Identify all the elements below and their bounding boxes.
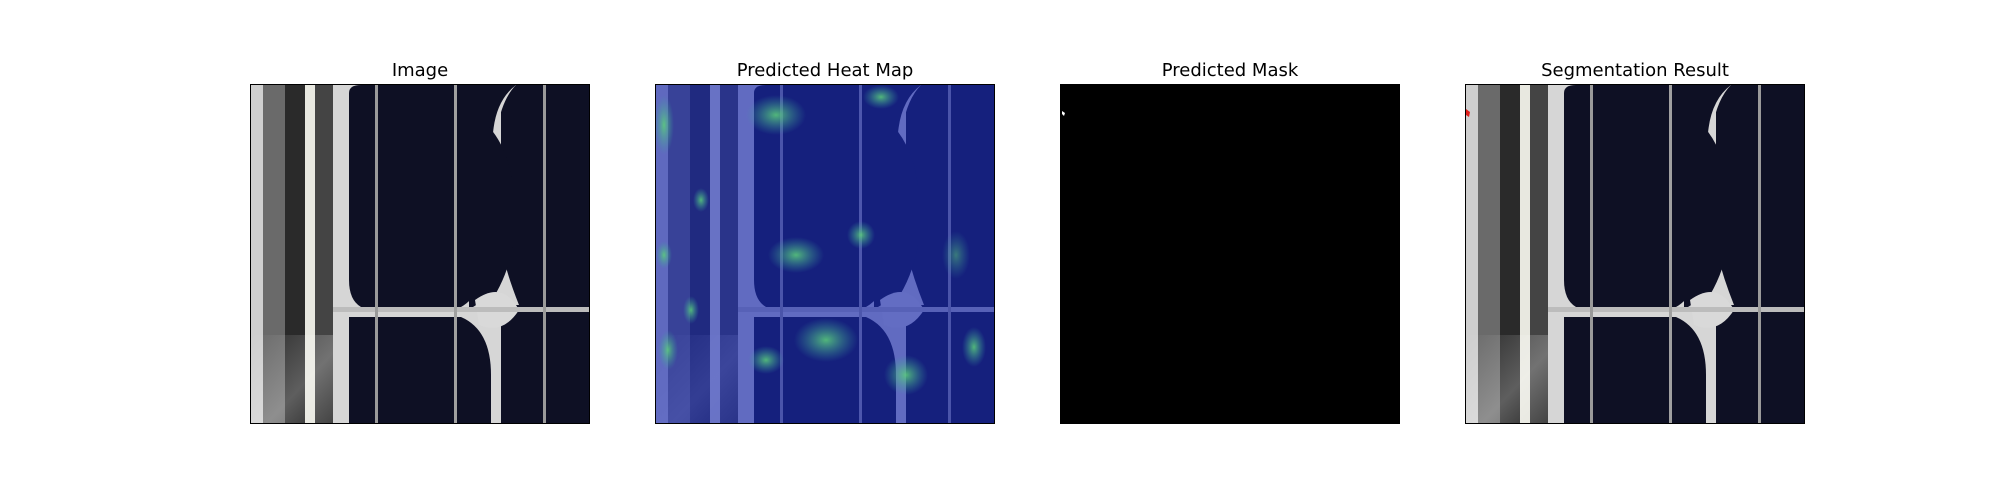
panel-title: Segmentation Result	[1541, 60, 1729, 81]
segmentation-view	[1465, 84, 1805, 424]
segmentation-overlay	[1466, 85, 1804, 423]
panel-segmentation: Segmentation Result	[1465, 58, 1805, 424]
predicted-mask	[1061, 85, 1399, 423]
image-view	[250, 84, 590, 424]
panel-mask: Predicted Mask	[1060, 58, 1400, 424]
solar-cell-photo	[251, 85, 589, 423]
panel-title: Predicted Heat Map	[736, 60, 914, 81]
heatmap-view	[655, 84, 995, 424]
panel-image: Image	[250, 58, 590, 424]
panel-title: Predicted Mask	[1161, 60, 1299, 81]
mask-defect-blob	[1062, 111, 1065, 116]
segmentation-defect-marker	[1466, 109, 1470, 117]
heatmap-overlay	[656, 85, 994, 423]
mask-view	[1060, 84, 1400, 424]
panel-title: Image	[391, 60, 449, 81]
panel-heatmap: Predicted Heat Map	[655, 58, 995, 424]
